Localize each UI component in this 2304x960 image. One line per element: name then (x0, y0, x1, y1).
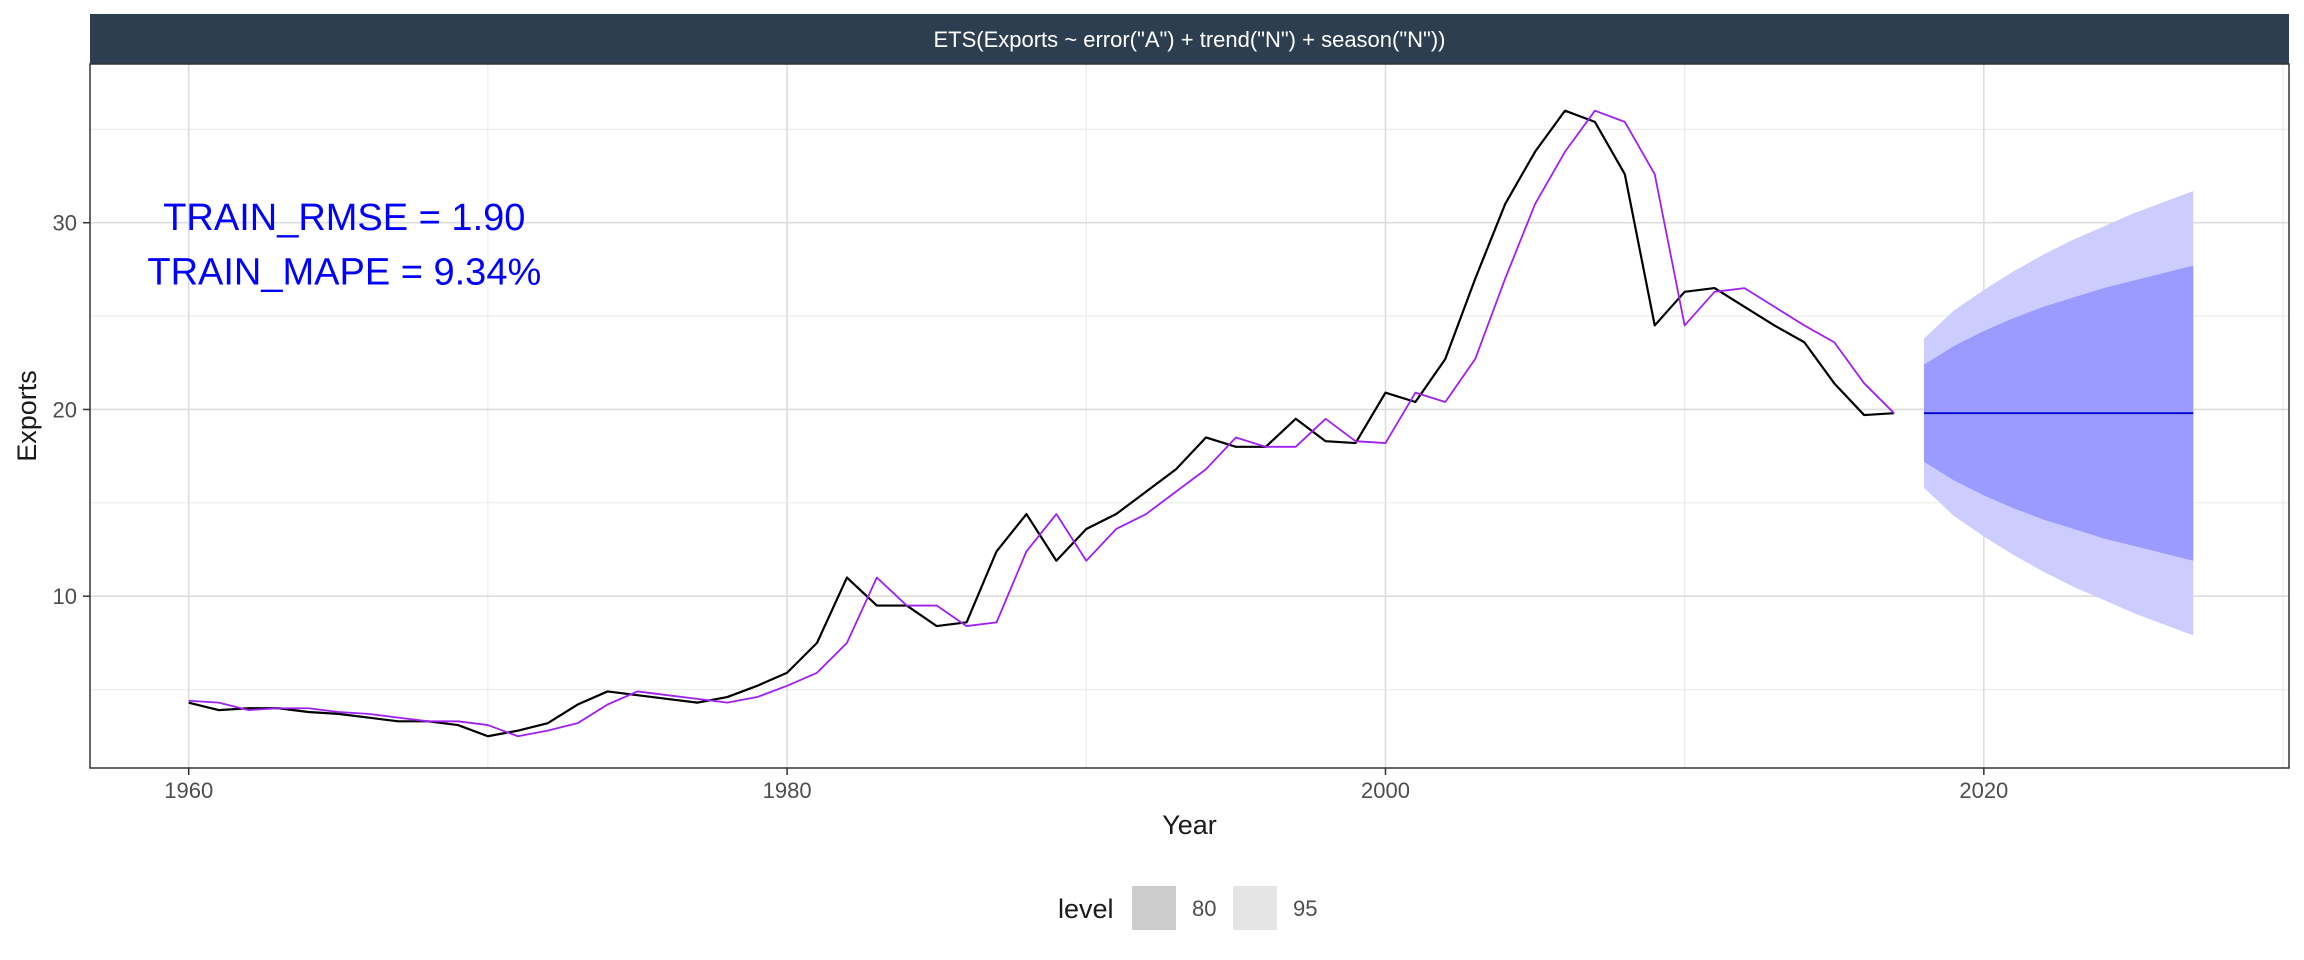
grid-minor (90, 64, 2289, 768)
y-axis: 10 20 30 (53, 211, 90, 609)
y-tick-label-1: 20 (53, 397, 77, 422)
chart-title: ETS(Exports ~ error("A") + trend("N") + … (933, 27, 1445, 52)
facet-strip-background (90, 14, 2289, 64)
annotation-0: TRAIN_RMSE = 1.90 (163, 197, 525, 239)
facet-strip: ETS(Exports ~ error("A") + trend("N") + … (90, 14, 2289, 64)
legend-title: level (1058, 894, 1114, 924)
annotations: TRAIN_RMSE = 1.90 TRAIN_MAPE = 9.34% (147, 197, 541, 293)
annotation-1: TRAIN_MAPE = 9.34% (147, 251, 541, 293)
legend-key-95 (1233, 886, 1277, 930)
x-tick-label-1: 1980 (763, 778, 812, 803)
legend: level 80 95 (1058, 886, 1317, 930)
y-tick-label-0: 10 (53, 584, 77, 609)
x-tick-label-3: 2020 (1959, 778, 2008, 803)
x-tick-label-2: 2000 (1361, 778, 1410, 803)
legend-key-80 (1132, 886, 1176, 930)
x-tick-label-0: 1960 (164, 778, 213, 803)
y-tick-label-2: 30 (53, 211, 77, 236)
x-axis: 1960 1980 2000 2020 (164, 768, 2008, 803)
series-lines (188, 109, 2194, 738)
grid-major (90, 64, 2289, 768)
legend-label-80: 80 (1192, 896, 1216, 921)
x-axis-title: Year (1162, 810, 1217, 840)
legend-label-95: 95 (1293, 896, 1317, 921)
panel-border (89, 63, 2290, 769)
series-line-fitted (188, 109, 1895, 738)
y-axis-title: Exports (12, 370, 42, 462)
series-line-observed (188, 109, 1895, 738)
